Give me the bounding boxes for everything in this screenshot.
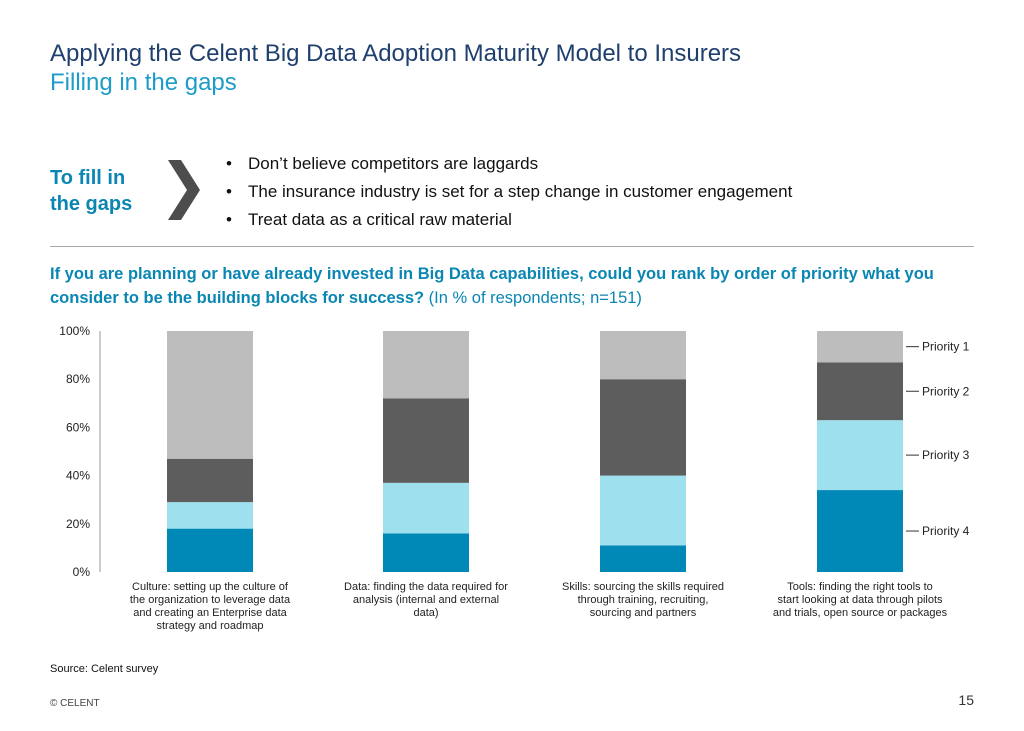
y-tick-label: 40%	[66, 469, 90, 483]
y-tick-label: 60%	[66, 420, 90, 434]
x-category-label: Culture: setting up the culture of the or…	[130, 581, 291, 632]
bullet-dot-icon: •	[226, 210, 232, 229]
bar-segment-2	[167, 502, 253, 529]
legend-label: Priority 2	[922, 384, 970, 398]
y-tick-label: 80%	[66, 372, 90, 386]
callout-label: To fill in the gaps	[50, 167, 133, 215]
survey-question: If you are planning or have already inve…	[50, 262, 980, 310]
bullet-dot-icon: •	[226, 154, 232, 173]
x-category-label: Data: finding the data required for analy…	[344, 581, 508, 619]
bar-segment-3	[167, 458, 253, 503]
y-tick-label: 0%	[73, 565, 91, 579]
bar-segment-3	[383, 398, 469, 483]
bar-segment-2	[600, 475, 686, 546]
bullet-item: • Don’t believe competitors are laggards	[226, 150, 792, 178]
legend-label: Priority 4	[922, 524, 970, 538]
bar-segment-4	[600, 331, 686, 380]
bullet-dot-icon: •	[226, 182, 232, 201]
x-category-label: Skills: sourcing the skills required thro…	[562, 581, 724, 619]
bar-segment-4	[383, 331, 469, 399]
section-divider	[50, 246, 974, 247]
slide-title: Applying the Celent Big Data Adoption Ma…	[50, 40, 742, 67]
y-tick-label: 100%	[59, 324, 90, 338]
slide-subtitle: Filling in the gaps	[50, 69, 237, 96]
callout-bullets: • Don’t believe competitors are laggards …	[226, 150, 792, 234]
bar-segment-1	[383, 533, 469, 572]
source-note: Source: Celent survey	[50, 663, 159, 675]
bar-segment-2	[383, 482, 469, 534]
bar-segment-1	[167, 528, 253, 572]
question-note: (In % of respondents; n=151)	[428, 289, 642, 307]
bar-segment-3	[600, 379, 686, 476]
bar-segment-1	[817, 490, 903, 572]
bar-segment-4	[817, 331, 903, 363]
legend-label: Priority 1	[922, 340, 970, 354]
page-number: 15	[958, 692, 974, 708]
legend-label: Priority 3	[922, 448, 970, 462]
y-tick-label: 20%	[66, 517, 90, 531]
copyright: © CELENT	[50, 698, 100, 709]
bar-segment-2	[817, 420, 903, 491]
bullet-item: • The insurance industry is set for a ste…	[226, 178, 792, 206]
bar-segment-3	[817, 362, 903, 421]
chevron-right-icon	[168, 160, 200, 220]
x-category-label: Tools: finding the right tools to start l…	[773, 581, 948, 619]
bullet-item: • Treat data as a critical raw material	[226, 206, 792, 234]
bar-segment-1	[600, 545, 686, 572]
question-text: If you are planning or have already inve…	[50, 265, 934, 307]
bar-segment-4	[167, 331, 253, 459]
